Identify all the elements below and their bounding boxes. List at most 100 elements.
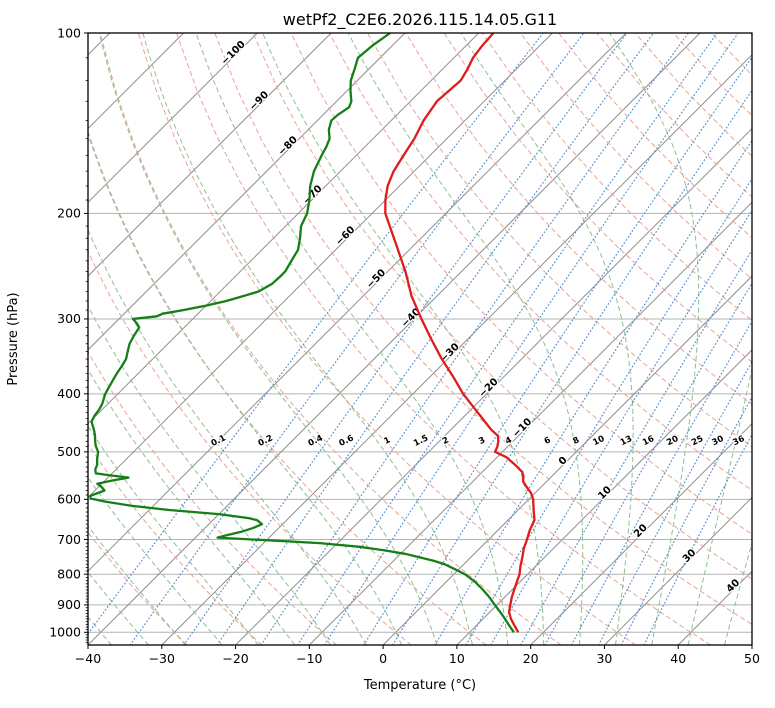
moist-adiabat-line [460, 33, 634, 645]
y-tick-label: 1000 [49, 625, 81, 640]
moist-adiabat-line [88, 525, 186, 645]
dry-adiabat-line [443, 33, 752, 363]
y-tick-label: 300 [57, 311, 81, 326]
x-tick-label: 30 [596, 651, 612, 666]
mixing-ratio-label: 36 [731, 434, 746, 448]
isotherm-label: 40 [725, 577, 743, 595]
moist-adiabat-line [88, 228, 367, 645]
dry-adiabat-line [405, 33, 752, 405]
mixing-ratio-label: 13 [619, 434, 634, 448]
isotherm-line [235, 127, 752, 645]
mixing-ratio-line [296, 33, 718, 645]
y-axis-label: Pressure (hPa) [6, 292, 21, 385]
isotherm-label: −90 [248, 89, 272, 113]
x-tick-label: −10 [296, 651, 322, 666]
mixing-ratio-label: 1 [382, 435, 392, 447]
isotherm-line [88, 33, 332, 277]
isotherm-line [88, 33, 258, 204]
y-tick-label: 200 [57, 206, 81, 221]
mixing-ratio-label: 0.1 [210, 433, 228, 449]
isotherm-line [88, 33, 553, 499]
isotherm-label: −60 [334, 224, 358, 248]
chart-title: wetPf2_C2E6.2026.115.14.05.G11 [283, 10, 557, 30]
mixing-ratio-label: 3 [477, 435, 487, 447]
y-tick-label: 800 [57, 567, 81, 582]
isotherm-line [604, 496, 752, 645]
mixing-ratio-line [520, 248, 752, 645]
isotherm-line [382, 275, 752, 645]
mixing-ratio-line [88, 33, 544, 635]
y-tick-label: 500 [57, 444, 81, 459]
temperature-curve [384, 33, 536, 633]
mixing-ratio-line [434, 139, 752, 645]
moist-adiabat-line [142, 33, 473, 645]
moist-adiabat-line [88, 130, 403, 645]
mixing-ratio-line [260, 33, 689, 645]
y-tick-label: 400 [57, 386, 81, 401]
moist-adiabat-line [88, 304, 331, 645]
y-tick-label: 700 [57, 532, 81, 547]
mixing-ratio-label: 0.4 [307, 433, 325, 449]
y-tick-label: 100 [57, 25, 81, 40]
dry-adiabat-line [558, 33, 752, 239]
moist-adiabat-line [195, 33, 509, 645]
dry-adiabat-line [290, 33, 752, 535]
dry-adiabat-line [367, 33, 752, 448]
dewpoint-curve [89, 33, 515, 633]
dry-adiabat-line [749, 33, 752, 36]
line-labels: −100−90−80−70−60−50−40−30−20−10010203040… [208, 38, 747, 597]
x-axis-label: Temperature (°C) [363, 678, 476, 693]
mixing-ratio-line [392, 89, 752, 645]
isotherm-label: −50 [365, 267, 389, 291]
mixing-ratio-label: 25 [690, 434, 705, 448]
isotherm-line [530, 422, 752, 645]
dry-adiabat-line [214, 33, 752, 625]
y-tick-label: 600 [57, 492, 81, 507]
isotherm-line [88, 33, 701, 645]
moist-adiabat-line [609, 33, 700, 645]
mixing-ratio-line [490, 209, 752, 645]
isotherm-label: −40 [399, 306, 423, 330]
mixing-ratio-line [544, 282, 752, 645]
x-tick-label: −40 [75, 651, 101, 666]
dry-adiabat-line [176, 33, 711, 645]
isotherm-label: 0 [557, 455, 570, 468]
mixing-ratio-line [598, 360, 752, 645]
x-tick-label: 50 [744, 651, 760, 666]
mixing-ratio-label: 0.6 [338, 433, 356, 449]
sounding-curves [89, 33, 536, 633]
dry-adiabat-line [99, 33, 562, 645]
mixing-ratio-line [183, 33, 628, 645]
x-tick-label: 10 [449, 651, 465, 666]
mixing-ratio-label: 6 [543, 435, 553, 447]
dry-adiabat-line [88, 132, 487, 645]
plot-border [87, 32, 753, 646]
dry-adiabat-line [252, 33, 752, 580]
mixing-ratio-label: 0.2 [257, 433, 275, 449]
dry-adiabat-line [481, 33, 752, 321]
mixing-ratio-line [620, 395, 752, 645]
mixing-ratio-label: 1.5 [412, 433, 430, 449]
mixing-ratio-line [643, 433, 752, 645]
mixing-ratio-label: 4 [504, 435, 514, 447]
dry-adiabat-line [88, 350, 337, 645]
isotherm-label: −100 [219, 39, 247, 67]
axes-frame: −40 −30 −20 −10 0 10 20 30 40 5010020030040050060… [49, 25, 760, 666]
isotherm-line [751, 644, 752, 645]
moist-adiabat-line [88, 368, 295, 645]
mixing-ratio-label: 16 [641, 434, 656, 448]
pressure-gridlines [88, 33, 752, 633]
x-tick-label: 40 [670, 651, 686, 666]
moist-adiabat-lines [88, 33, 752, 645]
dry-adiabat-line [88, 531, 188, 645]
mixing-ratio-lines [88, 33, 752, 645]
mixing-ratio-line [323, 33, 739, 645]
dry-adiabat-lines [88, 33, 752, 645]
dry-adiabat-line [328, 33, 752, 491]
isotherm-line [456, 349, 752, 645]
x-tick-label: 20 [523, 651, 539, 666]
isotherm-label: −70 [301, 183, 325, 207]
x-tick-label: −30 [149, 651, 175, 666]
